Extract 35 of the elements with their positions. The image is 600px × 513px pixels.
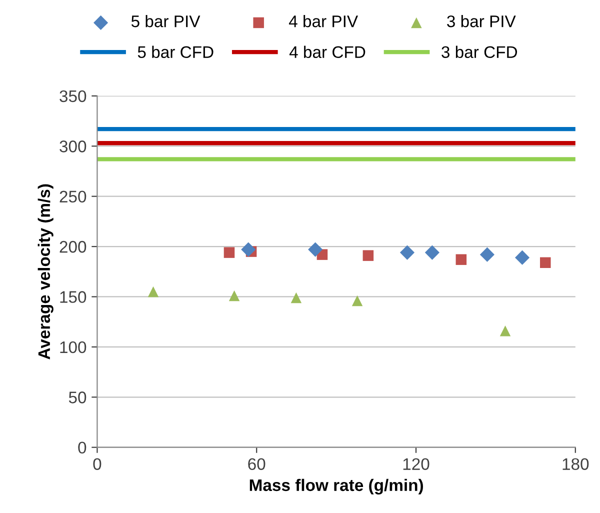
legend-label: 4 bar PIV — [288, 15, 358, 28]
x-tick-label: 60 — [248, 458, 266, 470]
point — [228, 290, 240, 302]
point — [540, 257, 551, 268]
y-tick-label: 200 — [60, 240, 86, 253]
point — [400, 245, 415, 260]
x-tick-label: 120 — [403, 458, 430, 470]
y-tick-label: 300 — [60, 140, 86, 152]
point — [514, 250, 530, 265]
legend-label: 3 bar PIV — [447, 15, 516, 28]
point — [480, 247, 494, 262]
y-tick-label: 150 — [60, 291, 86, 303]
point — [308, 242, 323, 257]
point — [148, 286, 159, 298]
x-tick-label: 0 — [93, 458, 102, 470]
y-tick-label: 0 — [78, 442, 86, 454]
point — [241, 242, 256, 257]
point — [362, 250, 374, 261]
x-axis-title: Mass flow rate (g/min) — [250, 478, 423, 494]
legend-label: 4 bar CFD — [289, 46, 366, 58]
point — [456, 254, 467, 265]
point — [224, 247, 235, 258]
legend-label: 5 bar CFD — [138, 46, 214, 58]
point — [424, 245, 440, 260]
point — [352, 295, 363, 306]
y-tick-label: 350 — [60, 90, 86, 102]
x-tick-label: 180 — [562, 458, 589, 470]
y-tick-label: 100 — [60, 341, 86, 354]
point — [290, 292, 302, 304]
legend-label: 5 bar PIV — [131, 15, 200, 28]
y-tick-label: 50 — [68, 392, 86, 404]
y-tick-label: 250 — [60, 190, 86, 203]
y-axis-title: Average velocity (m/s) — [38, 184, 54, 360]
point — [500, 325, 511, 336]
legend-label: 3 bar CFD — [442, 46, 518, 58]
